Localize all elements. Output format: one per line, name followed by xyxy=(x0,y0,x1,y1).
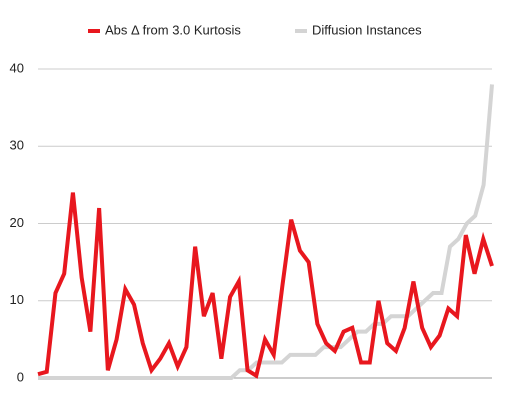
series-line xyxy=(37,192,494,379)
legend-label: Diffusion Instances xyxy=(312,22,422,37)
y-tick-label: 30 xyxy=(10,138,24,153)
series-line xyxy=(38,84,494,380)
y-tick-label: 40 xyxy=(10,60,24,75)
y-tick-label: 10 xyxy=(10,292,24,307)
legend-label: Abs Δ from 3.0 Kurtosis xyxy=(105,22,241,37)
y-tick-label: 20 xyxy=(10,215,24,230)
y-tick-label: 0 xyxy=(17,369,24,384)
